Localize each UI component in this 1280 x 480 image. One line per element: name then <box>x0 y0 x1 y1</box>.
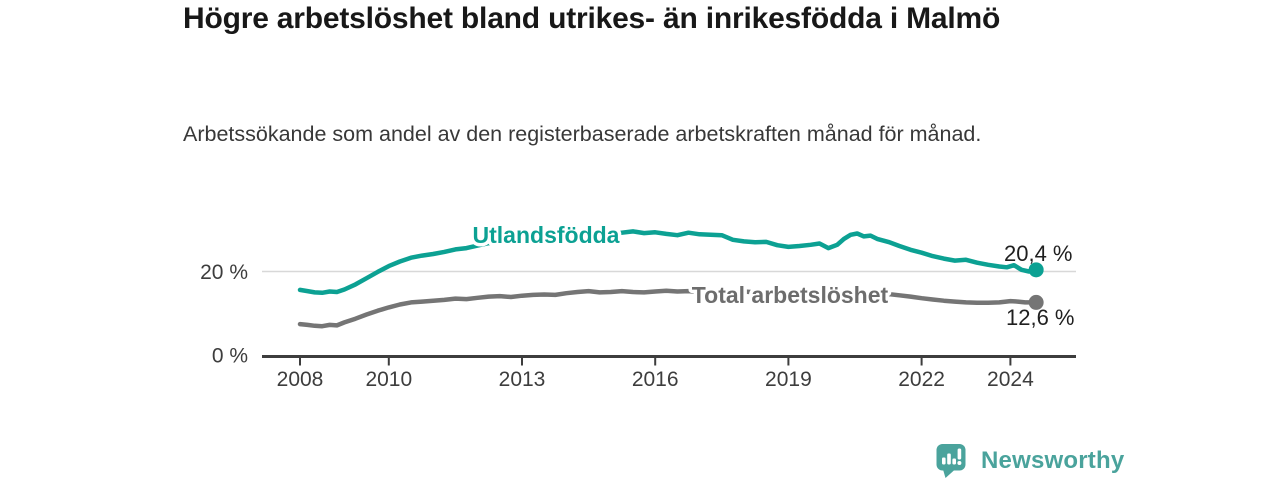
series-end-dot-total <box>1028 294 1044 310</box>
series-end-value-total: 12,6 % <box>1006 305 1075 330</box>
x-tick-label-2013: 2013 <box>499 368 546 391</box>
chart-subtitle: Arbetssökande som andel av den registerb… <box>183 122 982 146</box>
series-line-total <box>297 288 1039 329</box>
series-label-utlandsfodda: Utlandsfödda <box>473 222 620 248</box>
newsworthy-branding: Newsworthy <box>936 443 1124 479</box>
series-line-utlandsfodda <box>297 229 1039 296</box>
x-tick-label-2019: 2019 <box>765 368 812 391</box>
series-end-value-utlandsfodda: 20,4 % <box>1004 241 1073 266</box>
newsworthy-logo-icon <box>936 444 966 478</box>
x-tick-label-2016: 2016 <box>632 368 679 391</box>
x-tick-label-2024: 2024 <box>987 368 1034 391</box>
y-tick-label-0: 0 % <box>212 345 248 368</box>
x-tick-label-2008: 2008 <box>277 368 324 391</box>
chart-title: Högre arbetslöshet bland utrikes- än inr… <box>183 2 1001 35</box>
x-tick-label-2010: 2010 <box>365 368 412 391</box>
series-end-dot-utlandsfodda <box>1028 262 1044 278</box>
series-label-total: Total arbetslöshet <box>692 282 889 308</box>
x-tick-label-2022: 2022 <box>898 368 945 391</box>
y-tick-label-20: 20 % <box>200 261 248 284</box>
newsworthy-logo-text: Newsworthy <box>981 447 1125 474</box>
